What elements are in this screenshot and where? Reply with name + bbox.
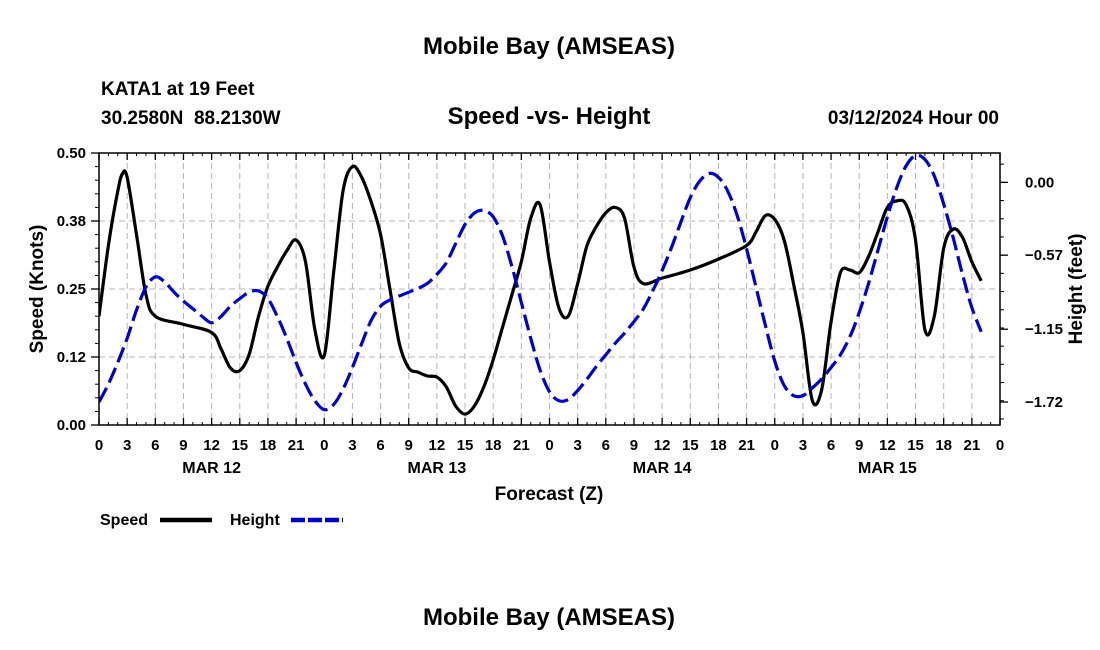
footer-title: Mobile Bay (AMSEAS) [423,604,675,631]
x-tick-label: 15 [682,437,699,454]
x-tick-label: 18 [710,437,727,454]
x-date-label: MAR 12 [182,460,241,477]
x-tick-label: 6 [602,437,610,454]
y2-tick-label: −0.57 [1025,247,1063,264]
x-tick-label: 3 [348,437,356,454]
x-tick-label: 12 [203,437,220,454]
y-tick-label: 0.12 [57,349,86,366]
x-tick-label: 15 [457,437,474,454]
y-tick-label: 0.38 [57,213,86,230]
x-tick-label: 3 [799,437,807,454]
x-tick-label: 0 [545,437,553,454]
x-tick-label: 9 [405,437,413,454]
x-tick-label: 9 [855,437,863,454]
x-tick-label: 0 [996,437,1004,454]
x-date-label: MAR 15 [858,460,917,477]
series-line-height [99,153,983,412]
axes: 0 3 6 9 12 15 18 21 0 3 6 9 12 15 18 21 0 3 6 9 12 15 18 21 0 3 6 9… [57,145,1063,477]
x-tick-label: 12 [879,437,896,454]
series-line-speed [99,164,983,416]
y2-tick-label: −1.15 [1025,321,1063,338]
y2-tick-label: 0.00 [1025,174,1054,191]
grid [99,153,1000,425]
x-tick-label: 21 [513,437,530,454]
y-tick-label: 0.25 [57,281,86,298]
x-tick-label: 9 [179,437,187,454]
x-tick-label: 18 [935,437,952,454]
x-tick-label: 12 [654,437,671,454]
x-tick-label: 6 [151,437,159,454]
x-tick-label: 12 [429,437,446,454]
x-tick-label: 6 [376,437,384,454]
station-label: KATA1 at 19 Feet [101,79,255,100]
chart-title: Speed -vs- Height [448,103,651,130]
legend-speed-label: Speed [100,512,148,529]
x-tick-label: 15 [231,437,248,454]
x-date-label: MAR 14 [633,460,692,477]
x-tick-label: 18 [260,437,277,454]
x-tick-label: 3 [573,437,581,454]
y2-axis-label: Height (feet) [1066,234,1087,345]
x-tick-label: 15 [907,437,924,454]
y2-tick-label: −1.72 [1025,394,1063,411]
x-tick-label: 3 [123,437,131,454]
x-tick-label: 21 [738,437,755,454]
x-axis-label: Forecast (Z) [495,484,604,505]
x-tick-label: 0 [771,437,779,454]
x-tick-label: 0 [320,437,328,454]
legend: Speed Height [100,512,343,529]
forecast-timestamp: 03/12/2024 Hour 00 [828,108,999,129]
x-tick-label: 21 [288,437,305,454]
y-tick-label: 0.00 [57,417,86,434]
y-axis-label: Speed (Knots) [27,225,48,354]
x-date-label: MAR 13 [408,460,467,477]
legend-height-label: Height [230,512,280,529]
page-title: Mobile Bay (AMSEAS) [423,33,675,60]
x-tick-label: 18 [485,437,502,454]
x-tick-label: 0 [95,437,103,454]
x-tick-label: 21 [964,437,981,454]
series-group [99,153,983,416]
y-tick-label: 0.50 [57,145,86,162]
station-coordinates: 30.2580N 88.2130W [101,108,281,129]
x-tick-label: 6 [827,437,835,454]
x-tick-label: 9 [630,437,638,454]
